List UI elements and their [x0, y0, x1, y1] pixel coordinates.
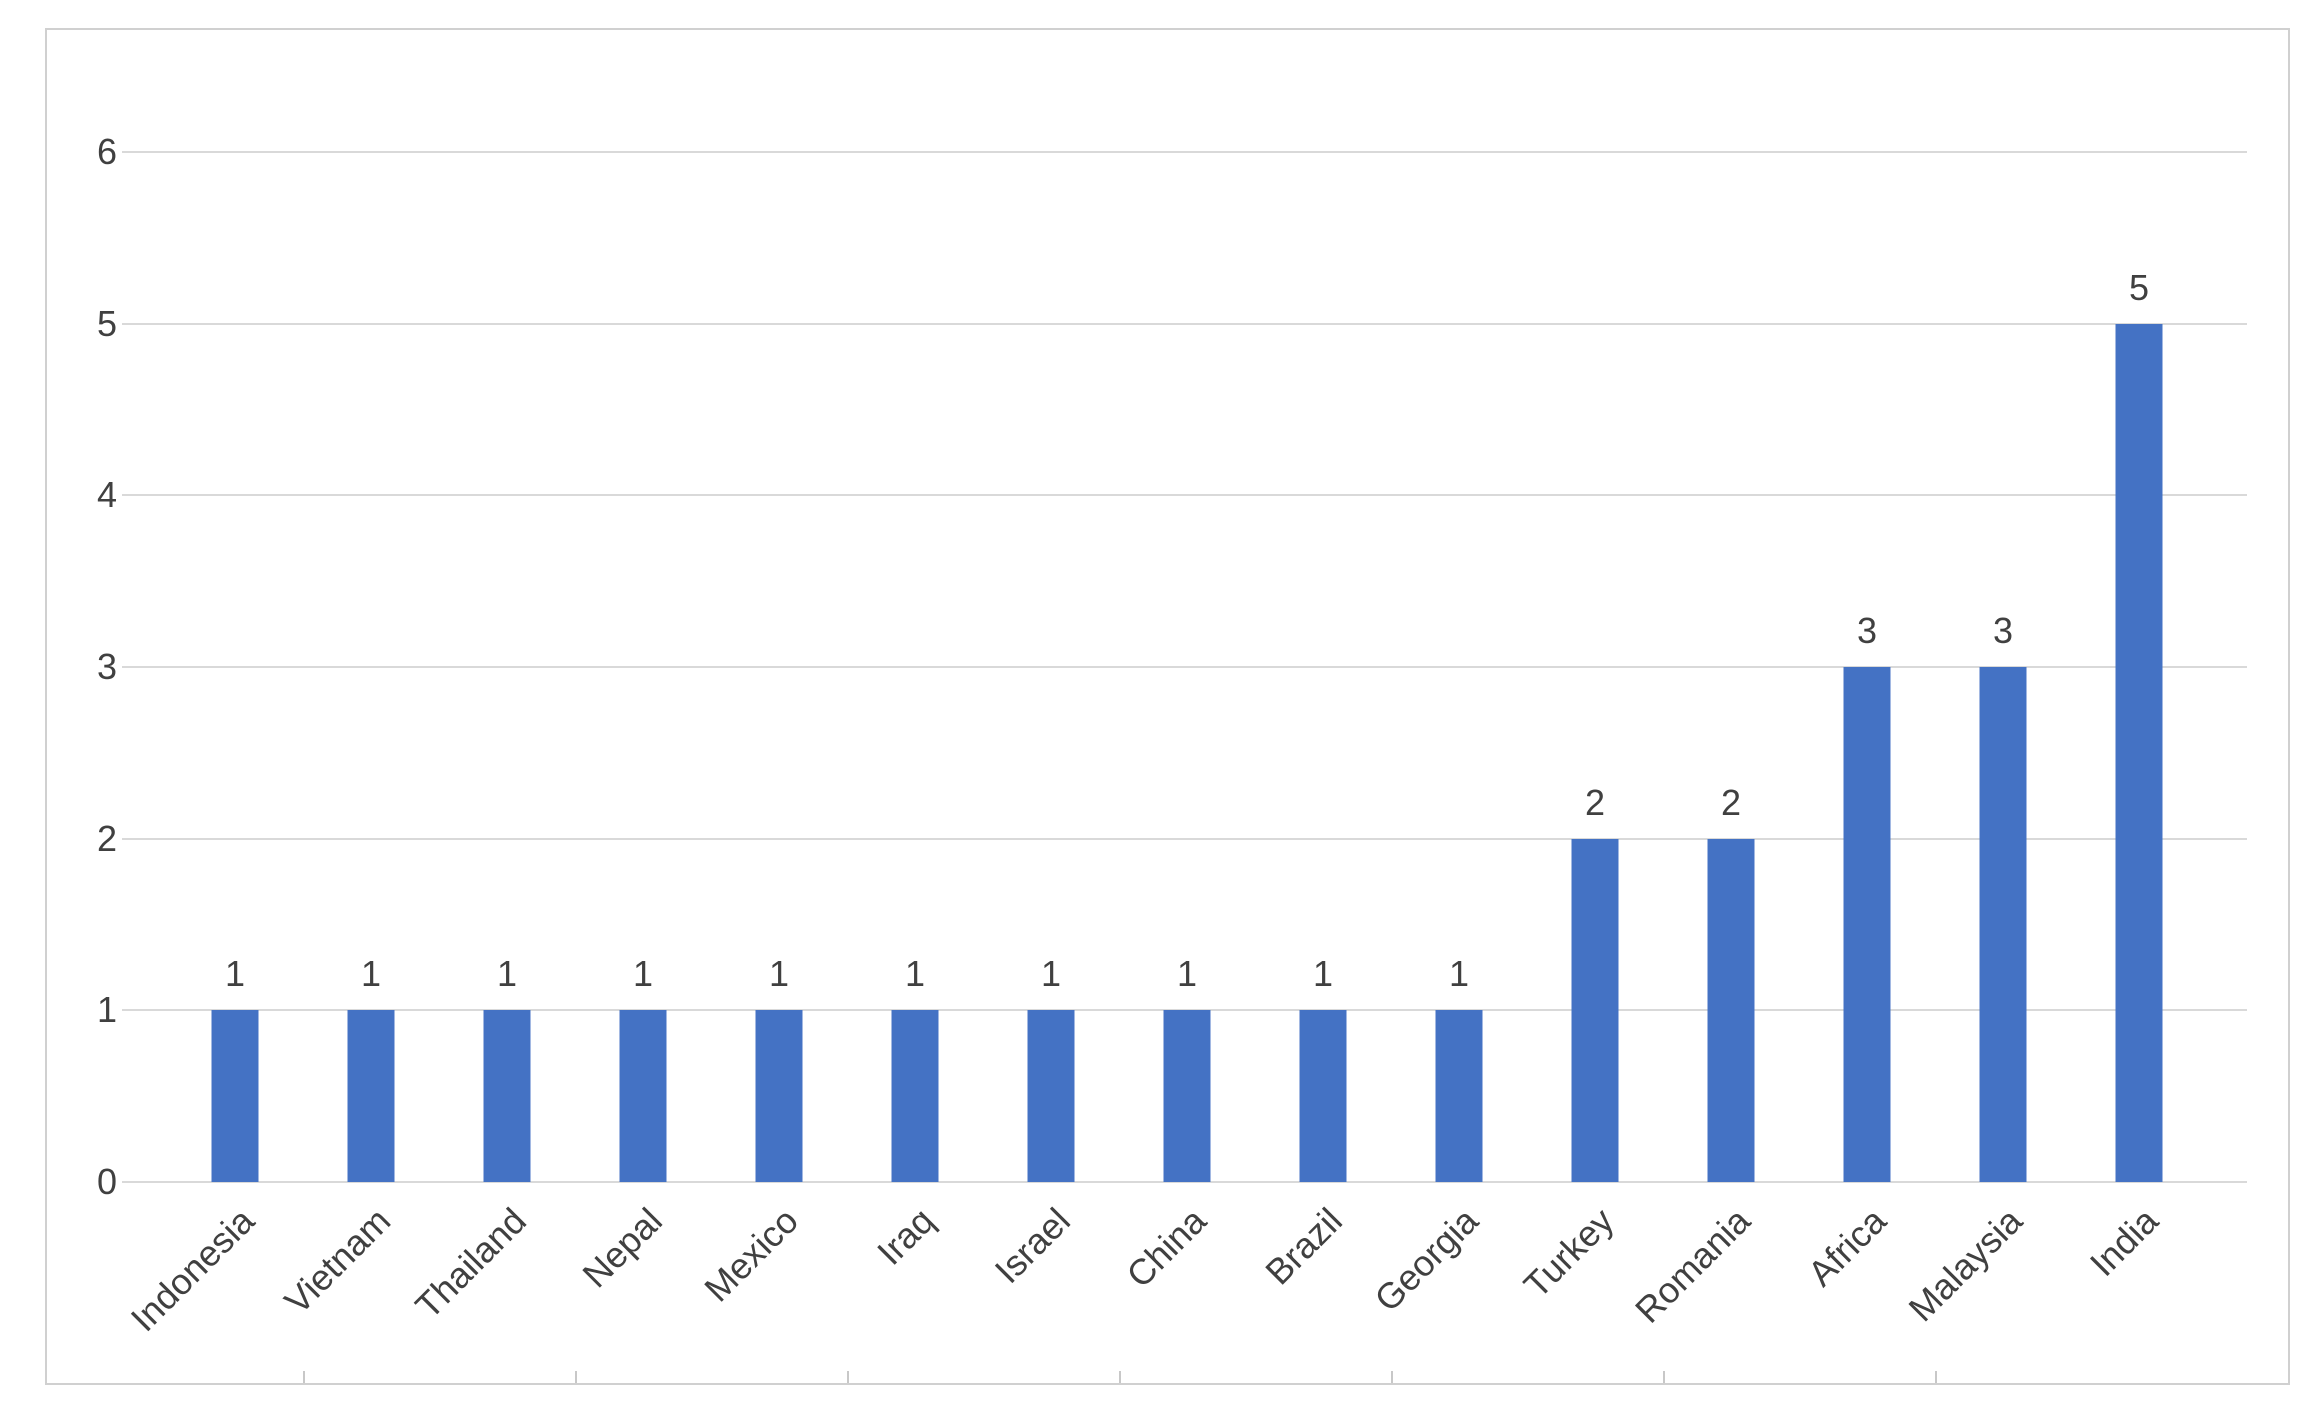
category-slot: 3 Malaysia — [1900, 152, 2071, 1330]
category-slot: 1 Georgia — [1366, 152, 1527, 1320]
x-axis-tick — [303, 1371, 305, 1383]
category-label: Thailand — [407, 1199, 534, 1327]
category-label: Malaysia — [1900, 1199, 2030, 1330]
x-axis-tick — [1119, 1371, 1121, 1383]
gridline — [122, 494, 2247, 497]
category-label: Iraq — [869, 1199, 942, 1273]
y-axis-tick-label: 5 — [96, 302, 117, 344]
category-label: Indonesia — [122, 1199, 262, 1340]
bar[interactable] — [2115, 323, 2163, 1182]
bar-value-label: 1 — [1448, 953, 1470, 995]
bar[interactable] — [1707, 838, 1755, 1182]
category-slot: 1 Indonesia — [122, 152, 303, 1339]
category-label: Vietnam — [275, 1199, 398, 1322]
y-axis-tick-label: 2 — [96, 817, 117, 859]
x-axis-tick — [1391, 1371, 1393, 1383]
bar-value-label: 1 — [360, 953, 382, 995]
category-label: Georgia — [1366, 1199, 1486, 1320]
bar[interactable] — [1299, 1010, 1347, 1182]
category-slot: 1 Iraq — [847, 152, 983, 1273]
category-slot: 1 Thailand — [407, 152, 575, 1327]
bar-value-label: 5 — [2128, 266, 2150, 308]
bar-value-label: 1 — [1040, 953, 1062, 995]
bars-row: 1 Indonesia 1 Vietnam 1 Thailand 1 Nepal 1 Mexico… — [122, 152, 2207, 1339]
bar-value-label: 1 — [1176, 953, 1198, 995]
y-axis-tick-label: 6 — [96, 131, 117, 172]
category-slot: 1 China — [1118, 152, 1255, 1296]
category-label: Israel — [986, 1199, 1078, 1292]
category-label: Nepal — [574, 1199, 670, 1296]
gridline — [122, 1181, 2247, 1183]
category-slot: 1 Nepal — [574, 152, 711, 1296]
bar[interactable] — [619, 1010, 667, 1182]
category-label: Turkey — [1516, 1199, 1622, 1306]
category-slot: 2 Turkey — [1516, 152, 1663, 1306]
bar[interactable] — [1843, 667, 1891, 1182]
category-label: Africa — [1799, 1199, 1894, 1294]
bar-value-label: 2 — [1720, 781, 1742, 823]
y-axis-tick-label: 3 — [96, 646, 117, 687]
bar[interactable] — [1163, 1010, 1211, 1182]
x-axis-tick — [1663, 1371, 1665, 1383]
category-label: India — [2081, 1199, 2166, 1285]
category-slot: 1 Brazil — [1255, 152, 1391, 1293]
x-axis-tick — [847, 1371, 849, 1383]
category-slot: 1 Mexico — [696, 152, 847, 1310]
y-axis-tick-label: 0 — [96, 1161, 117, 1202]
bar-value-label: 1 — [1312, 953, 1334, 995]
y-axis-tick-label: 1 — [96, 989, 117, 1031]
bar[interactable] — [1435, 1010, 1483, 1182]
category-label: China — [1118, 1199, 1214, 1296]
bar-value-label: 3 — [1856, 610, 1878, 651]
gridline — [122, 837, 2247, 840]
bar-value-label: 1 — [632, 953, 654, 995]
x-axis-tick — [575, 1371, 577, 1383]
category-slot: 1 Israel — [983, 152, 1119, 1291]
bar-value-label: 1 — [224, 953, 246, 995]
bar[interactable] — [891, 1010, 939, 1182]
bar[interactable] — [211, 1010, 259, 1182]
category-slot: 3 Africa — [1799, 152, 1935, 1294]
bar-value-label: 1 — [904, 953, 926, 995]
category-slot: 2 Romania — [1627, 152, 1799, 1331]
bar-value-label: 1 — [768, 953, 790, 995]
bar[interactable] — [1979, 667, 2027, 1182]
y-axis-tick-label: 4 — [96, 474, 117, 516]
bar[interactable] — [755, 1010, 803, 1182]
category-label: Brazil — [1257, 1199, 1350, 1293]
bar-value-label: 2 — [1584, 781, 1606, 823]
x-axis-tick — [1935, 1371, 1937, 1383]
category-label: Romania — [1627, 1199, 1758, 1331]
bar[interactable] — [483, 1010, 531, 1182]
bar[interactable] — [1027, 1010, 1075, 1182]
gridline — [122, 666, 2247, 668]
gridline — [122, 151, 2247, 153]
bar-value-label: 1 — [496, 953, 518, 995]
bar[interactable] — [347, 1010, 395, 1182]
bar-value-label: 3 — [1992, 610, 2014, 651]
category-slot: 1 Vietnam — [276, 152, 439, 1322]
plot-area: 1 Indonesia 1 Vietnam 1 Thailand 1 Nepal 1 Mexico… — [122, 151, 2247, 1339]
gridline — [122, 322, 2247, 325]
y-axis: 0 1 2 3 4 5 6 — [57, 134, 117, 1200]
bar[interactable] — [1571, 838, 1619, 1182]
category-slot: 5 India — [2071, 152, 2207, 1284]
chart-frame: 0 1 2 3 4 5 6 1 Indonesia 1 Vietnam 1 Thailand 1 Nepa… — [45, 28, 2290, 1385]
category-label: Mexico — [696, 1199, 806, 1310]
